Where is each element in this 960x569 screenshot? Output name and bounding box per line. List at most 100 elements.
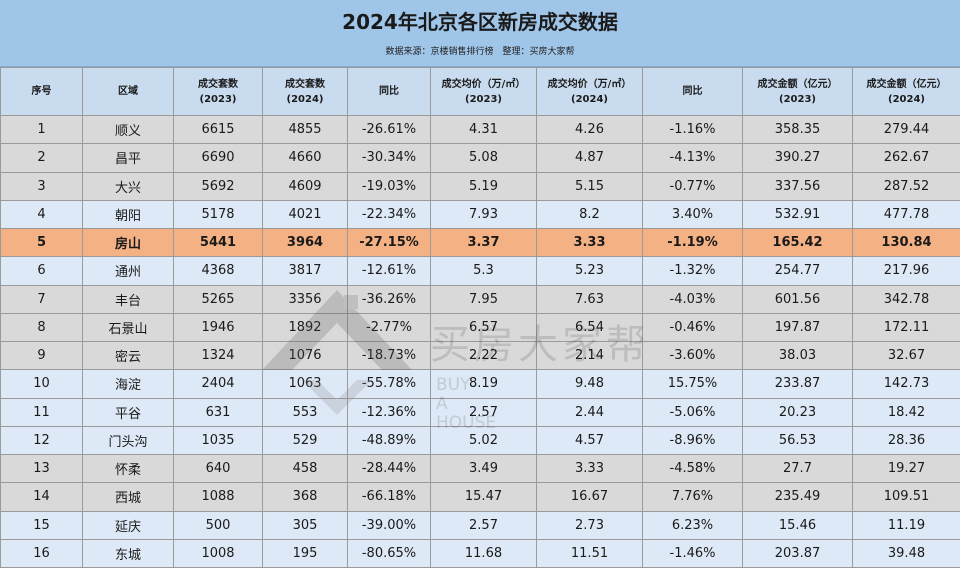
subtitle: 数据来源：京楼销售排行榜 整理：买房大家帮: [0, 44, 960, 57]
table-cell: 27.7: [742, 453, 853, 484]
table-cell: -4.58%: [642, 453, 743, 484]
table-cell: 5: [0, 227, 83, 258]
table-cell: 6.54: [536, 312, 643, 343]
table-cell: 287.52: [852, 171, 960, 201]
table-cell: -27.15%: [347, 227, 431, 258]
table-cell: -28.44%: [347, 453, 431, 484]
table-cell: 342.78: [852, 284, 960, 314]
table-cell: 477.78: [852, 199, 960, 230]
column-header-label: 成交均价（万/㎡）: [441, 78, 526, 90]
table-cell: 房山: [82, 227, 174, 258]
table-cell: -80.65%: [347, 538, 431, 569]
column-header-label: 成交均价（万/㎡）: [547, 78, 632, 90]
table-cell: 7.93: [430, 199, 537, 230]
table-cell: -18.73%: [347, 340, 431, 371]
table-cell: 9: [0, 340, 83, 371]
column-header-year: (2023): [465, 93, 502, 105]
data-table: 序号 区域 成交套数 (2023) 成交套数 (2024) 同比 成交均价（万/㎡） (2023…: [0, 67, 960, 569]
table-cell: 8.19: [430, 369, 537, 399]
table-row: 7 丰台 5265 3356 -36.26% 7.95 7.63 -4.03% 601.56 34…: [0, 284, 960, 314]
table-cell: 20.23: [742, 397, 853, 427]
column-header-label: 序号: [31, 86, 52, 97]
column-header-label: 成交金额（亿元）: [866, 78, 947, 90]
column-header-year: (2024): [571, 93, 608, 105]
table-cell: 9.48: [536, 369, 643, 399]
column-header-label: 成交金额（亿元）: [757, 78, 838, 90]
table-cell: 56.53: [742, 425, 853, 456]
table-cell: 7.76%: [642, 482, 743, 512]
table-cell: 2.14: [536, 340, 643, 371]
table-cell: 4.31: [430, 114, 537, 145]
table-row: 10 海淀 2404 1063 -55.78% 8.19 9.48 15.75% 233.87 1…: [0, 369, 960, 399]
table-cell: 3.49: [430, 453, 537, 484]
table-cell: 262.67: [852, 143, 960, 173]
table-cell: -19.03%: [347, 171, 431, 201]
table-cell: 130.84: [852, 227, 960, 258]
table-cell: 235.49: [742, 482, 853, 512]
table-cell: 顺义: [82, 114, 174, 145]
column-header-1: 区域: [82, 67, 174, 116]
column-header-4: 同比: [347, 67, 431, 116]
column-header-year: (2023): [779, 93, 816, 105]
table-cell: 3: [0, 171, 83, 201]
table-cell: 1: [0, 114, 83, 145]
table-cell: 18.42: [852, 397, 960, 427]
table-cell: -66.18%: [347, 482, 431, 512]
column-header-label: 同比: [379, 86, 399, 97]
table-cell: 门头沟: [82, 425, 174, 456]
title-banner: 2024年北京各区新房成交数据 数据来源：京楼销售排行榜 整理：买房大家帮: [0, 0, 960, 67]
table-row: 15 延庆 500 305 -39.00% 2.57 2.73 6.23% 15.46 11.19: [0, 510, 960, 540]
table-cell: 172.11: [852, 312, 960, 343]
table-row: 6 通州 4368 3817 -12.61% 5.3 5.23 -1.32% 254.77 217…: [0, 256, 960, 286]
table-cell: 5.15: [536, 171, 643, 201]
table-cell: 5.23: [536, 256, 643, 286]
column-header-year: (2024): [888, 93, 925, 105]
table-cell: 11.68: [430, 538, 537, 569]
table-cell: 500: [173, 510, 263, 540]
table-cell: 6.57: [430, 312, 537, 343]
table-cell: 14: [0, 482, 83, 512]
column-header-6: 成交均价（万/㎡） (2024): [536, 67, 643, 116]
table-cell: 358.35: [742, 114, 853, 145]
column-header-year: (2024): [286, 93, 324, 105]
table-cell: -1.19%: [642, 227, 743, 258]
table-cell: 大兴: [82, 171, 174, 201]
table-cell: 5.3: [430, 256, 537, 286]
column-header-9: 成交金额（亿元） (2024): [852, 67, 960, 116]
table-cell: 11: [0, 397, 83, 427]
table-cell: 368: [262, 482, 348, 512]
table-cell: 3.37: [430, 227, 537, 258]
table-cell: 19.27: [852, 453, 960, 484]
table-cell: 6690: [173, 143, 263, 173]
table-cell: 8.2: [536, 199, 643, 230]
table-cell: 2.44: [536, 397, 643, 427]
table-cell: 11.19: [852, 510, 960, 540]
data-source: 数据来源：京楼销售排行榜: [385, 47, 494, 57]
table-cell: -4.13%: [642, 143, 743, 173]
table-cell: 15.46: [742, 510, 853, 540]
table-cell: 3817: [262, 256, 348, 286]
table-cell: 2.22: [430, 340, 537, 371]
table-cell: -4.03%: [642, 284, 743, 314]
table-cell: -0.46%: [642, 312, 743, 343]
table-cell: 15.75%: [642, 369, 743, 399]
table-cell: 233.87: [742, 369, 853, 399]
table-cell: 203.87: [742, 538, 853, 569]
table-cell: 390.27: [742, 143, 853, 173]
table-cell: 2.73: [536, 510, 643, 540]
table-cell: 640: [173, 453, 263, 484]
table-cell: 142.73: [852, 369, 960, 399]
table-row: 16 东城 1008 195 -80.65% 11.68 11.51 -1.46% 203.87…: [0, 538, 960, 569]
page-title: 2024年北京各区新房成交数据: [342, 10, 618, 34]
table-cell: 石景山: [82, 312, 174, 343]
column-header-7: 同比: [642, 67, 743, 116]
table-cell: 6.23%: [642, 510, 743, 540]
column-header-label: 成交套数: [198, 78, 238, 90]
table-cell: 13: [0, 453, 83, 484]
table-cell: 3964: [262, 227, 348, 258]
table-cell: 延庆: [82, 510, 174, 540]
table-cell: -8.96%: [642, 425, 743, 456]
table-cell: 6615: [173, 114, 263, 145]
table-cell: 601.56: [742, 284, 853, 314]
table-cell: -1.46%: [642, 538, 743, 569]
